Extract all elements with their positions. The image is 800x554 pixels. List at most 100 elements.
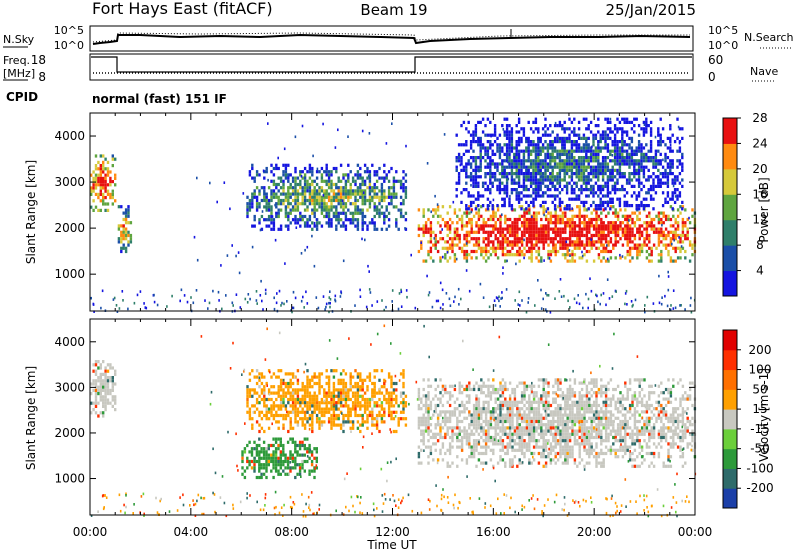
echo-cell bbox=[339, 394, 343, 398]
echo-cell bbox=[282, 173, 285, 177]
echo-cell bbox=[595, 214, 598, 218]
echo-cell bbox=[380, 195, 384, 199]
echo-cell bbox=[383, 394, 386, 398]
echo-cell bbox=[320, 186, 324, 190]
echo-cell bbox=[652, 162, 655, 166]
echo-cell bbox=[640, 230, 644, 234]
cpid-label: CPID bbox=[6, 90, 38, 104]
echo-cell bbox=[460, 227, 464, 231]
echo-cell bbox=[303, 401, 307, 405]
echo-cell bbox=[347, 208, 350, 212]
colorbar-segment bbox=[723, 194, 737, 221]
echo-cell bbox=[325, 202, 328, 206]
echo-cell bbox=[258, 413, 261, 418]
echo-cell bbox=[609, 172, 612, 176]
echo-cell bbox=[385, 176, 388, 180]
echo-cell bbox=[652, 207, 655, 211]
echo-cell bbox=[306, 447, 309, 451]
echo-cell bbox=[294, 466, 297, 470]
echo-cell bbox=[621, 130, 624, 134]
echo-cell bbox=[109, 388, 112, 392]
echo-cell bbox=[637, 204, 641, 208]
echo-cell bbox=[631, 240, 634, 244]
echo-cell bbox=[493, 162, 497, 166]
echo-cell bbox=[589, 178, 593, 182]
echo-cell bbox=[378, 208, 381, 212]
echo-cell bbox=[472, 133, 475, 137]
scatter-cell bbox=[127, 307, 129, 311]
echo-cell bbox=[515, 156, 518, 160]
echo-cell bbox=[508, 140, 511, 144]
echo-cell bbox=[439, 391, 442, 395]
echo-cell bbox=[477, 227, 481, 231]
echo-cell bbox=[289, 186, 292, 190]
echo-cell bbox=[248, 198, 252, 203]
echo-cell bbox=[585, 117, 588, 121]
echo-cell bbox=[354, 410, 357, 414]
echo-cell bbox=[422, 394, 425, 398]
echo-region bbox=[246, 369, 408, 434]
echo-cell bbox=[537, 237, 541, 241]
echo-cell bbox=[335, 407, 338, 411]
echo-cell bbox=[486, 207, 490, 211]
echo-cell bbox=[303, 391, 307, 395]
echo-cell bbox=[556, 181, 559, 185]
echo-cell bbox=[599, 207, 602, 211]
scatter-cell bbox=[93, 310, 95, 313]
echo-cell bbox=[387, 401, 391, 405]
echo-cell bbox=[575, 165, 578, 169]
scatter-cell bbox=[404, 227, 406, 230]
echo-cell bbox=[681, 224, 685, 228]
echo-cell bbox=[577, 156, 581, 160]
echo-cell bbox=[439, 448, 442, 452]
scatter-cell bbox=[365, 305, 368, 309]
echo-cell bbox=[597, 256, 601, 260]
echo-cell bbox=[571, 243, 574, 247]
echo-cell bbox=[601, 204, 605, 208]
scatter-cell bbox=[439, 306, 442, 310]
echo-cell bbox=[282, 394, 285, 398]
echo-cell bbox=[427, 230, 430, 234]
echo-cell bbox=[337, 407, 340, 411]
echo-cell bbox=[612, 205, 615, 209]
echo-cell bbox=[601, 130, 605, 134]
echo-cell bbox=[628, 204, 631, 208]
echo-cell bbox=[460, 159, 463, 163]
echo-cell bbox=[366, 401, 369, 405]
echo-cell bbox=[659, 136, 662, 140]
echo-cell bbox=[626, 233, 629, 238]
echo-cell bbox=[640, 159, 643, 163]
scatter-cell bbox=[672, 289, 675, 292]
echo-cell bbox=[589, 159, 593, 163]
echo-cell bbox=[616, 146, 619, 150]
scatter-cell bbox=[212, 289, 214, 293]
echo-cell bbox=[458, 381, 461, 385]
echo-cell bbox=[250, 447, 254, 451]
echo-cell bbox=[616, 214, 620, 218]
echo-cell bbox=[284, 224, 288, 228]
echo-cell bbox=[578, 211, 581, 215]
echo-cell bbox=[303, 423, 307, 427]
echo-cell bbox=[260, 214, 264, 219]
echo-cell bbox=[563, 175, 566, 179]
echo-cell bbox=[399, 394, 403, 398]
echo-cell bbox=[458, 246, 461, 250]
echo-cell bbox=[270, 459, 273, 464]
echo-cell bbox=[279, 381, 283, 386]
echo-cell bbox=[585, 178, 588, 182]
echo-cell bbox=[544, 227, 548, 231]
echo-cell bbox=[544, 130, 547, 134]
echo-cell bbox=[456, 439, 459, 443]
echo-cell bbox=[479, 140, 482, 144]
scatter-cell bbox=[453, 300, 455, 303]
echo-cell bbox=[520, 149, 523, 153]
echo-cell bbox=[390, 391, 393, 395]
echo-cell bbox=[525, 149, 528, 153]
echo-cell bbox=[460, 143, 463, 147]
echo-cell bbox=[344, 388, 348, 392]
echo-cell bbox=[558, 197, 562, 201]
echo-cell bbox=[649, 194, 653, 198]
echo-cell bbox=[674, 230, 677, 234]
echo-cell bbox=[474, 130, 478, 134]
